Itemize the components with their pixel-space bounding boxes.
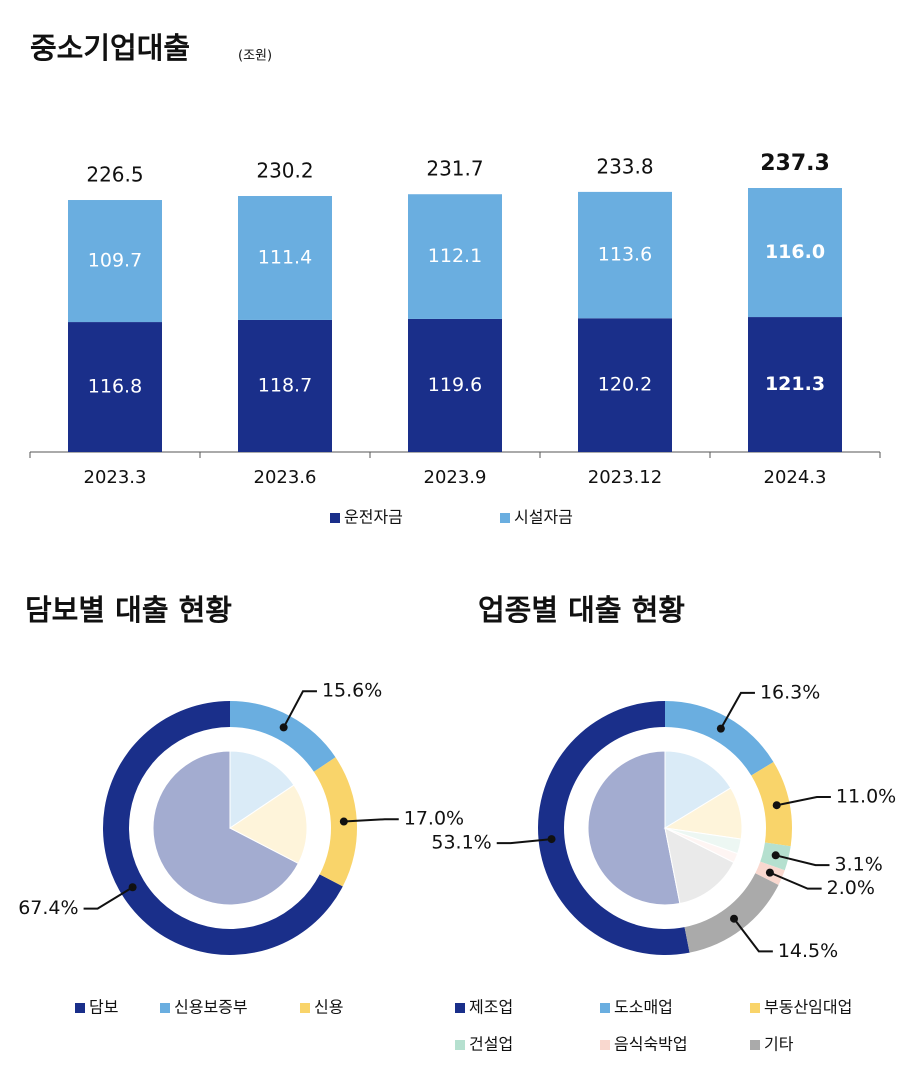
x-tick-label: 2023.12 — [588, 467, 662, 488]
legend-label: 기타 — [764, 1035, 794, 1054]
value-label: 121.3 — [765, 373, 825, 395]
value-label: 2.0% — [827, 877, 875, 899]
bar-segment — [238, 196, 332, 320]
x-tick-label: 2023.9 — [424, 467, 487, 488]
legend-label: 신용보증부 — [174, 998, 248, 1017]
leader-line — [733, 918, 773, 953]
bar-segment — [68, 322, 162, 452]
legend-swatch — [455, 1003, 465, 1013]
legend-swatch — [160, 1003, 170, 1013]
value-label: 3.1% — [834, 854, 882, 876]
total-label: 230.2 — [256, 159, 313, 183]
value-label: 15.6% — [322, 680, 382, 702]
bar-segment — [408, 318, 502, 452]
total-label: 226.5 — [86, 163, 143, 187]
value-label: 116.8 — [88, 376, 142, 398]
legend-label: 제조업 — [469, 998, 513, 1017]
legend-label: 부동산임대업 — [764, 998, 852, 1017]
leader-line — [343, 818, 399, 823]
legend-swatch — [330, 513, 340, 523]
chart-title: 업종별 대출 현황 — [478, 593, 685, 627]
legend-swatch — [455, 1040, 465, 1050]
chart-subtitle: (조원) — [238, 49, 272, 64]
donut-slice — [751, 761, 792, 847]
bar-segment — [68, 200, 162, 323]
legend-swatch — [600, 1003, 610, 1013]
inner-slice — [229, 784, 308, 865]
legend-swatch — [500, 513, 510, 523]
bar-segment — [238, 319, 332, 452]
legend-swatch — [300, 1003, 310, 1013]
value-label: 14.5% — [778, 940, 838, 962]
legend-label: 신용 — [314, 998, 343, 1017]
bar-segment — [408, 194, 502, 319]
chart-title: 담보별 대출 현황 — [25, 593, 232, 627]
value-label: 113.6 — [598, 244, 652, 266]
value-label: 11.0% — [836, 786, 896, 808]
inner-slice — [229, 750, 295, 829]
legend-label: 건설업 — [469, 1035, 513, 1054]
value-label: 17.0% — [404, 808, 464, 830]
inner-slice — [664, 827, 735, 905]
inner-slice — [587, 750, 681, 906]
value-label: 116.0 — [765, 241, 825, 263]
inner-slice — [664, 750, 732, 829]
legend-swatch — [750, 1003, 760, 1013]
bar-segment — [748, 317, 842, 452]
value-label: 112.1 — [428, 245, 482, 267]
legend-swatch — [600, 1040, 610, 1050]
total-label: 233.8 — [596, 154, 653, 178]
donut-slice — [665, 701, 774, 776]
value-label: 16.3% — [760, 681, 820, 703]
inner-slice — [152, 750, 300, 906]
value-label: 53.1% — [431, 832, 491, 854]
leader-line — [775, 854, 830, 867]
legend-label: 도소매업 — [614, 998, 673, 1017]
chart-title: 중소기업대출 — [30, 31, 190, 65]
donut-slice — [538, 701, 690, 955]
total-label: 237.3 — [760, 151, 830, 176]
value-label: 118.7 — [258, 374, 312, 396]
value-label: 109.7 — [88, 250, 142, 272]
leader-line — [769, 871, 822, 890]
bar-segment — [578, 191, 672, 319]
x-tick-label: 2024.3 — [764, 467, 827, 488]
bar-segment — [748, 188, 842, 318]
x-tick-label: 2023.6 — [254, 467, 317, 488]
value-label: 67.4% — [18, 897, 78, 919]
legend-label: 시설자금 — [514, 508, 573, 527]
x-tick-label: 2023.3 — [84, 467, 147, 488]
legend-label: 담보 — [89, 998, 118, 1017]
donut-slice — [313, 757, 357, 887]
donut-slice — [230, 701, 336, 772]
bar-segment — [578, 318, 672, 452]
total-label: 231.7 — [426, 157, 483, 181]
leader-line — [282, 690, 317, 728]
leader-line — [83, 886, 134, 910]
leader-line — [496, 838, 552, 845]
leader-line — [719, 691, 755, 730]
legend-label: 음식숙박업 — [614, 1035, 688, 1054]
legend-swatch — [750, 1040, 760, 1050]
value-label: 120.2 — [598, 374, 652, 396]
legend-label: 운전자금 — [344, 508, 403, 527]
leader-line — [776, 796, 831, 807]
donut-slice — [684, 873, 779, 953]
value-label: 111.4 — [258, 246, 312, 268]
value-label: 119.6 — [428, 374, 482, 396]
legend-swatch — [75, 1003, 85, 1013]
